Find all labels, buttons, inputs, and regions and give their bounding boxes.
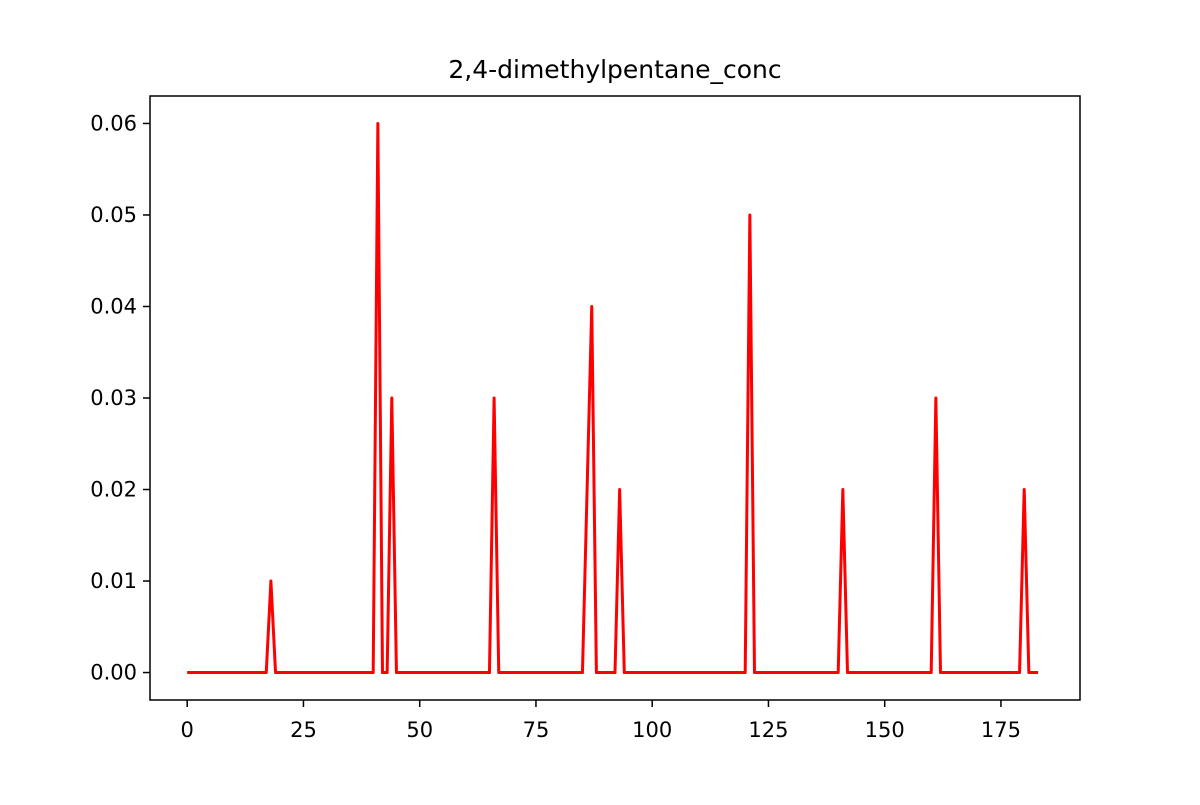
y-axis: 0.00 0.01 0.02 0.03 0.04 0.05 0.06 — [90, 111, 150, 685]
x-tick-label: 125 — [748, 718, 788, 742]
y-tick-label: 0.03 — [90, 386, 137, 410]
y-tick-label: 0.02 — [90, 478, 137, 502]
y-tick-label: 0.06 — [90, 111, 137, 135]
x-tick-label: 175 — [981, 718, 1021, 742]
series-line-0 — [187, 121, 1039, 675]
chart-title: 2,4-dimethylpentane_conc — [448, 55, 781, 84]
y-tick-label: 0.05 — [90, 203, 137, 227]
x-tick-label: 50 — [406, 718, 433, 742]
y-tick-label: 0.00 — [90, 661, 137, 685]
x-tick-label: 0 — [181, 718, 194, 742]
x-tick-label: 100 — [632, 718, 672, 742]
x-tick-label: 75 — [523, 718, 550, 742]
x-tick-label: 150 — [865, 718, 905, 742]
x-axis: 0 25 50 75 100 125 150 175 — [181, 700, 1021, 742]
series-layer — [187, 121, 1039, 675]
plot-area-frame — [149, 95, 1081, 701]
y-tick-label: 0.01 — [90, 569, 137, 593]
y-tick-label: 0.04 — [90, 294, 137, 318]
x-tick-label: 25 — [290, 718, 317, 742]
